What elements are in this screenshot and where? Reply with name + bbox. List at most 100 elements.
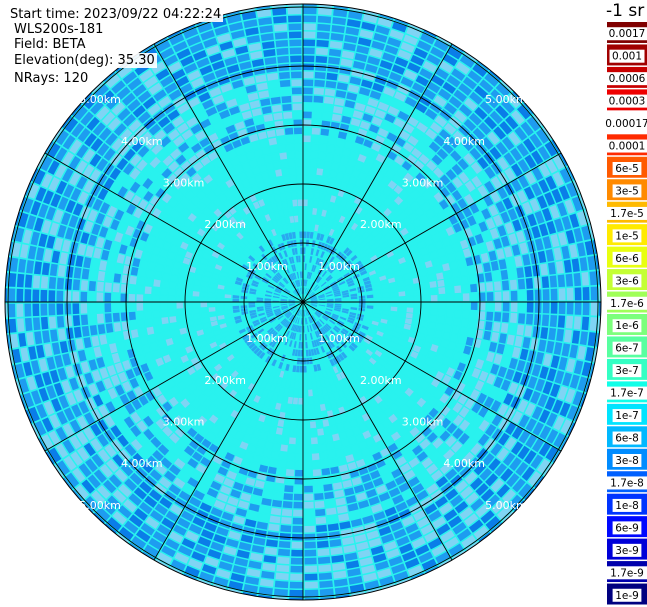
ppi-range-gate (221, 511, 234, 522)
ppi-range-gate (334, 489, 345, 498)
ppi-range-gate (511, 410, 523, 424)
ppi-range-gate (457, 394, 468, 405)
ppi-range-gate (140, 461, 154, 474)
ppi-range-gate (170, 351, 179, 360)
ppi-range-gate (396, 578, 410, 585)
ppi-range-gate (504, 345, 513, 357)
ppi-range-gate (325, 369, 332, 377)
ppi-range-gate (97, 324, 106, 335)
ppi-range-gate (336, 423, 345, 432)
ppi-range-gate (204, 327, 212, 334)
ppi-range-gate (308, 349, 312, 357)
ppi-range-gate (465, 336, 474, 347)
ppi-range-gate (348, 344, 356, 352)
ppi-range-gate (368, 345, 376, 353)
ppi-range-gate (267, 315, 275, 320)
ppi-range-gate (589, 317, 598, 332)
ppi-range-gate (23, 361, 33, 377)
ppi-range-gate (339, 362, 346, 370)
ppi-range-gate (505, 422, 517, 436)
ppi-range-gate (207, 260, 216, 268)
ppi-range-gate (306, 365, 311, 373)
ppi-range-gate (325, 343, 331, 351)
ppi-range-gate (424, 335, 433, 343)
ppi-range-gate (253, 537, 266, 546)
ppi-range-gate (290, 557, 303, 565)
ppi-range-gate (130, 329, 139, 339)
ppi-range-gate (457, 335, 466, 345)
ppi-range-gate (105, 323, 114, 334)
ppi-range-gate (386, 548, 400, 559)
ppi-range-gate (397, 312, 405, 318)
ppi-range-gate (120, 303, 128, 312)
ppi-range-gate (293, 324, 297, 332)
ppi-range-gate (350, 518, 363, 528)
ppi-range-gate (350, 309, 357, 314)
ppi-range-gate (285, 321, 290, 328)
ppi-range-gate (561, 343, 571, 357)
ppi-range-gate (168, 420, 179, 432)
ppi-range-gate (248, 304, 256, 308)
ppi-range-gate (203, 270, 212, 278)
ppi-range-gate (233, 515, 246, 525)
ppi-range-gate (289, 295, 296, 299)
ppi-range-gate (145, 318, 153, 327)
ppi-range-gate (432, 437, 444, 449)
ppi-range-gate (208, 414, 219, 424)
ppi-range-gate (286, 347, 291, 355)
ppi-range-gate (475, 483, 489, 497)
ppi-range-gate (256, 378, 264, 387)
ppi-range-gate (45, 206, 56, 221)
ppi-range-gate (488, 341, 498, 353)
ppi-range-gate (428, 509, 442, 522)
ppi-range-gate (220, 358, 229, 367)
ppi-range-gate (292, 307, 298, 313)
ppi-range-gate (310, 302, 318, 305)
ppi-range-gate (326, 333, 333, 340)
ppi-range-gate (265, 308, 273, 312)
ppi-range-gate (399, 444, 411, 455)
ppi-range-gate (283, 371, 289, 379)
ppi-range-gate (494, 302, 502, 312)
ppi-range-gate (446, 422, 458, 434)
ppi-range-gate (311, 381, 317, 388)
ppi-range-gate (149, 489, 162, 502)
ppi-range-gate (190, 239, 199, 248)
ppi-range-gate (218, 519, 232, 529)
ppi-range-gate (304, 501, 314, 509)
ppi-range-gate (303, 373, 308, 381)
ppi-range-gate (16, 303, 24, 317)
ppi-range-gate (253, 394, 261, 403)
ppi-range-gate (270, 507, 282, 516)
ppi-range-gate (281, 292, 289, 297)
ppi-range-gate (486, 373, 496, 385)
ppi-range-gate (362, 321, 371, 327)
ppi-range-gate (362, 352, 371, 360)
ppi-range-gate (414, 360, 423, 369)
ppi-range-gate (191, 398, 202, 409)
ppi-range-gate (288, 302, 296, 305)
ppi-range-gate (300, 309, 303, 317)
ppi-range-gate (185, 415, 196, 426)
ppi-range-gate (250, 495, 262, 504)
ppi-range-gate (355, 336, 363, 344)
ppi-range-gate (279, 317, 286, 323)
ppi-range-gate (232, 305, 240, 310)
ppi-range-gate (264, 416, 272, 425)
ppi-range-gate (314, 404, 321, 412)
ppi-range-gate (327, 342, 333, 350)
ppi-range-gate (96, 303, 104, 313)
ppi-range-gate (315, 322, 320, 329)
ppi-range-gate (240, 267, 248, 273)
ppi-range-gate (173, 358, 182, 367)
ppi-range-gate (502, 312, 510, 323)
ppi-range-gate (144, 442, 156, 454)
ppi-range-gate (197, 263, 206, 270)
ppi-range-gate (354, 350, 362, 358)
ppi-range-gate (315, 347, 320, 355)
ppi-range-gate (155, 357, 165, 367)
ppi-range-gate (129, 542, 142, 552)
ppi-range-gate (295, 373, 300, 381)
ppi-range-gate (254, 275, 262, 281)
ppi-range-gate (339, 380, 346, 389)
